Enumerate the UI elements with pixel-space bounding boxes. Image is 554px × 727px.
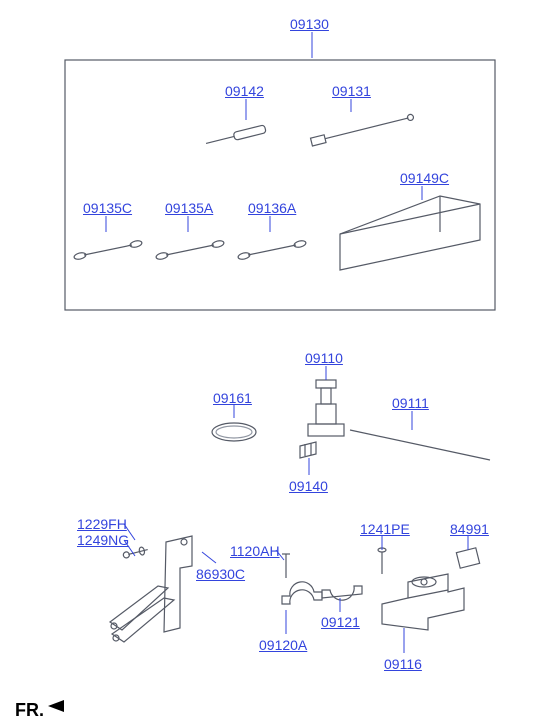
leader-lines [106,32,468,653]
part-09111 [350,430,490,460]
part-1120AH [282,554,290,578]
part-09142 [205,125,266,148]
label-09130[interactable]: 09130 [290,16,329,32]
label-09161[interactable]: 09161 [213,390,252,406]
label-09111[interactable]: 09111 [392,395,429,411]
fr-indicator: FR. [15,700,44,721]
label-09135C[interactable]: 09135C [83,200,132,216]
part-86930C [110,536,192,642]
label-1229FH[interactable]: 1229FH [77,516,127,532]
part-09116 [382,574,464,630]
label-84991[interactable]: 84991 [450,521,489,537]
label-1120AH[interactable]: 1120AH [230,543,280,559]
label-09116[interactable]: 09116 [384,656,422,672]
label-1241PE[interactable]: 1241PE [360,521,410,537]
part-84991 [456,548,479,568]
label-09110[interactable]: 09110 [305,350,343,366]
label-09142[interactable]: 09142 [225,83,264,99]
part-09140 [300,442,316,458]
diagram-canvas [0,0,554,727]
label-86930C[interactable]: 86930C [196,566,245,582]
label-09121[interactable]: 09121 [321,614,360,630]
part-09136A [237,240,306,261]
label-09120A[interactable]: 09120A [259,637,307,653]
part-09135A [155,240,224,261]
part-09120A [282,582,322,604]
label-09136A[interactable]: 09136A [248,200,296,216]
label-1249NG[interactable]: 1249NG [77,532,129,548]
part-1241PE [378,548,386,574]
part-09131 [311,113,415,146]
label-09140[interactable]: 09140 [289,478,328,494]
label-09131[interactable]: 09131 [332,83,371,99]
fr-arrow [48,700,64,712]
part-09110 [308,380,344,436]
part-09135C [73,240,142,261]
label-09149C[interactable]: 09149C [400,170,449,186]
part-09121 [322,586,362,600]
part-09149C [340,196,480,270]
label-09135A[interactable]: 09135A [165,200,213,216]
